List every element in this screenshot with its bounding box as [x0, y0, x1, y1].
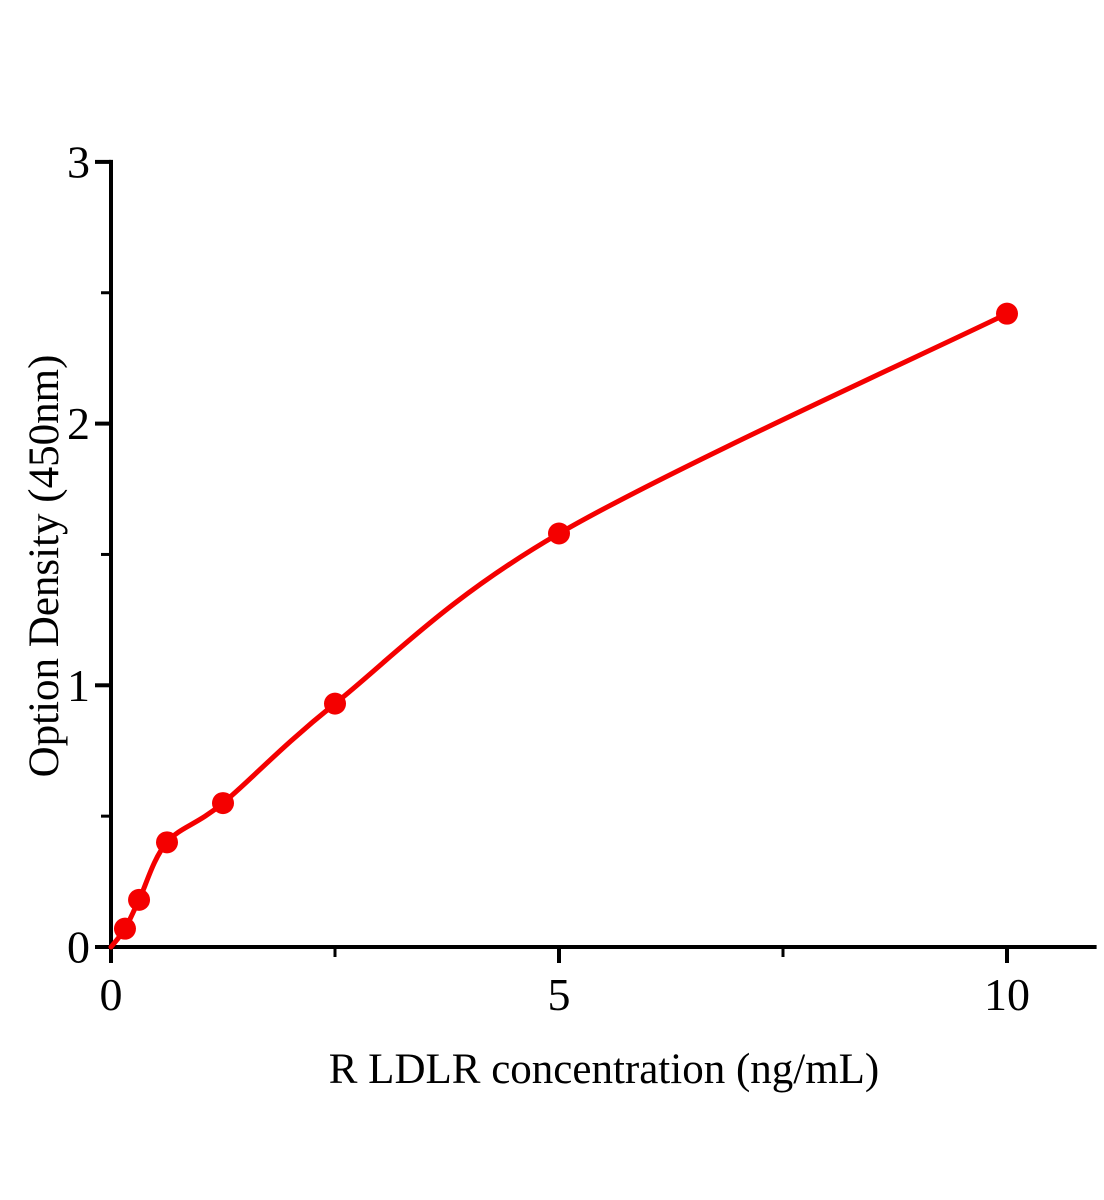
data-point	[996, 302, 1018, 325]
x-tick-label: 10	[984, 969, 1030, 1020]
y-axis-title: Option Density (450nm)	[21, 355, 68, 778]
x-tick-label: 0	[100, 969, 123, 1020]
y-tick-label: 1	[67, 660, 90, 711]
data-point	[128, 888, 151, 911]
data-point	[548, 522, 570, 545]
x-axis-title: R LDLR concentration (ng/mL)	[329, 1046, 880, 1093]
data-point	[156, 831, 178, 854]
fit-curve-line	[108, 311, 1010, 950]
plot-region: 0 5 10 0 1 2 3	[67, 136, 1097, 1020]
data-point	[324, 692, 346, 715]
data-point	[113, 917, 136, 940]
y-tick-label: 3	[67, 136, 90, 187]
data-point	[212, 792, 234, 815]
y-tick-label: 2	[67, 398, 90, 449]
x-tick-label: 5	[548, 969, 571, 1020]
y-tick-label: 0	[67, 922, 90, 973]
